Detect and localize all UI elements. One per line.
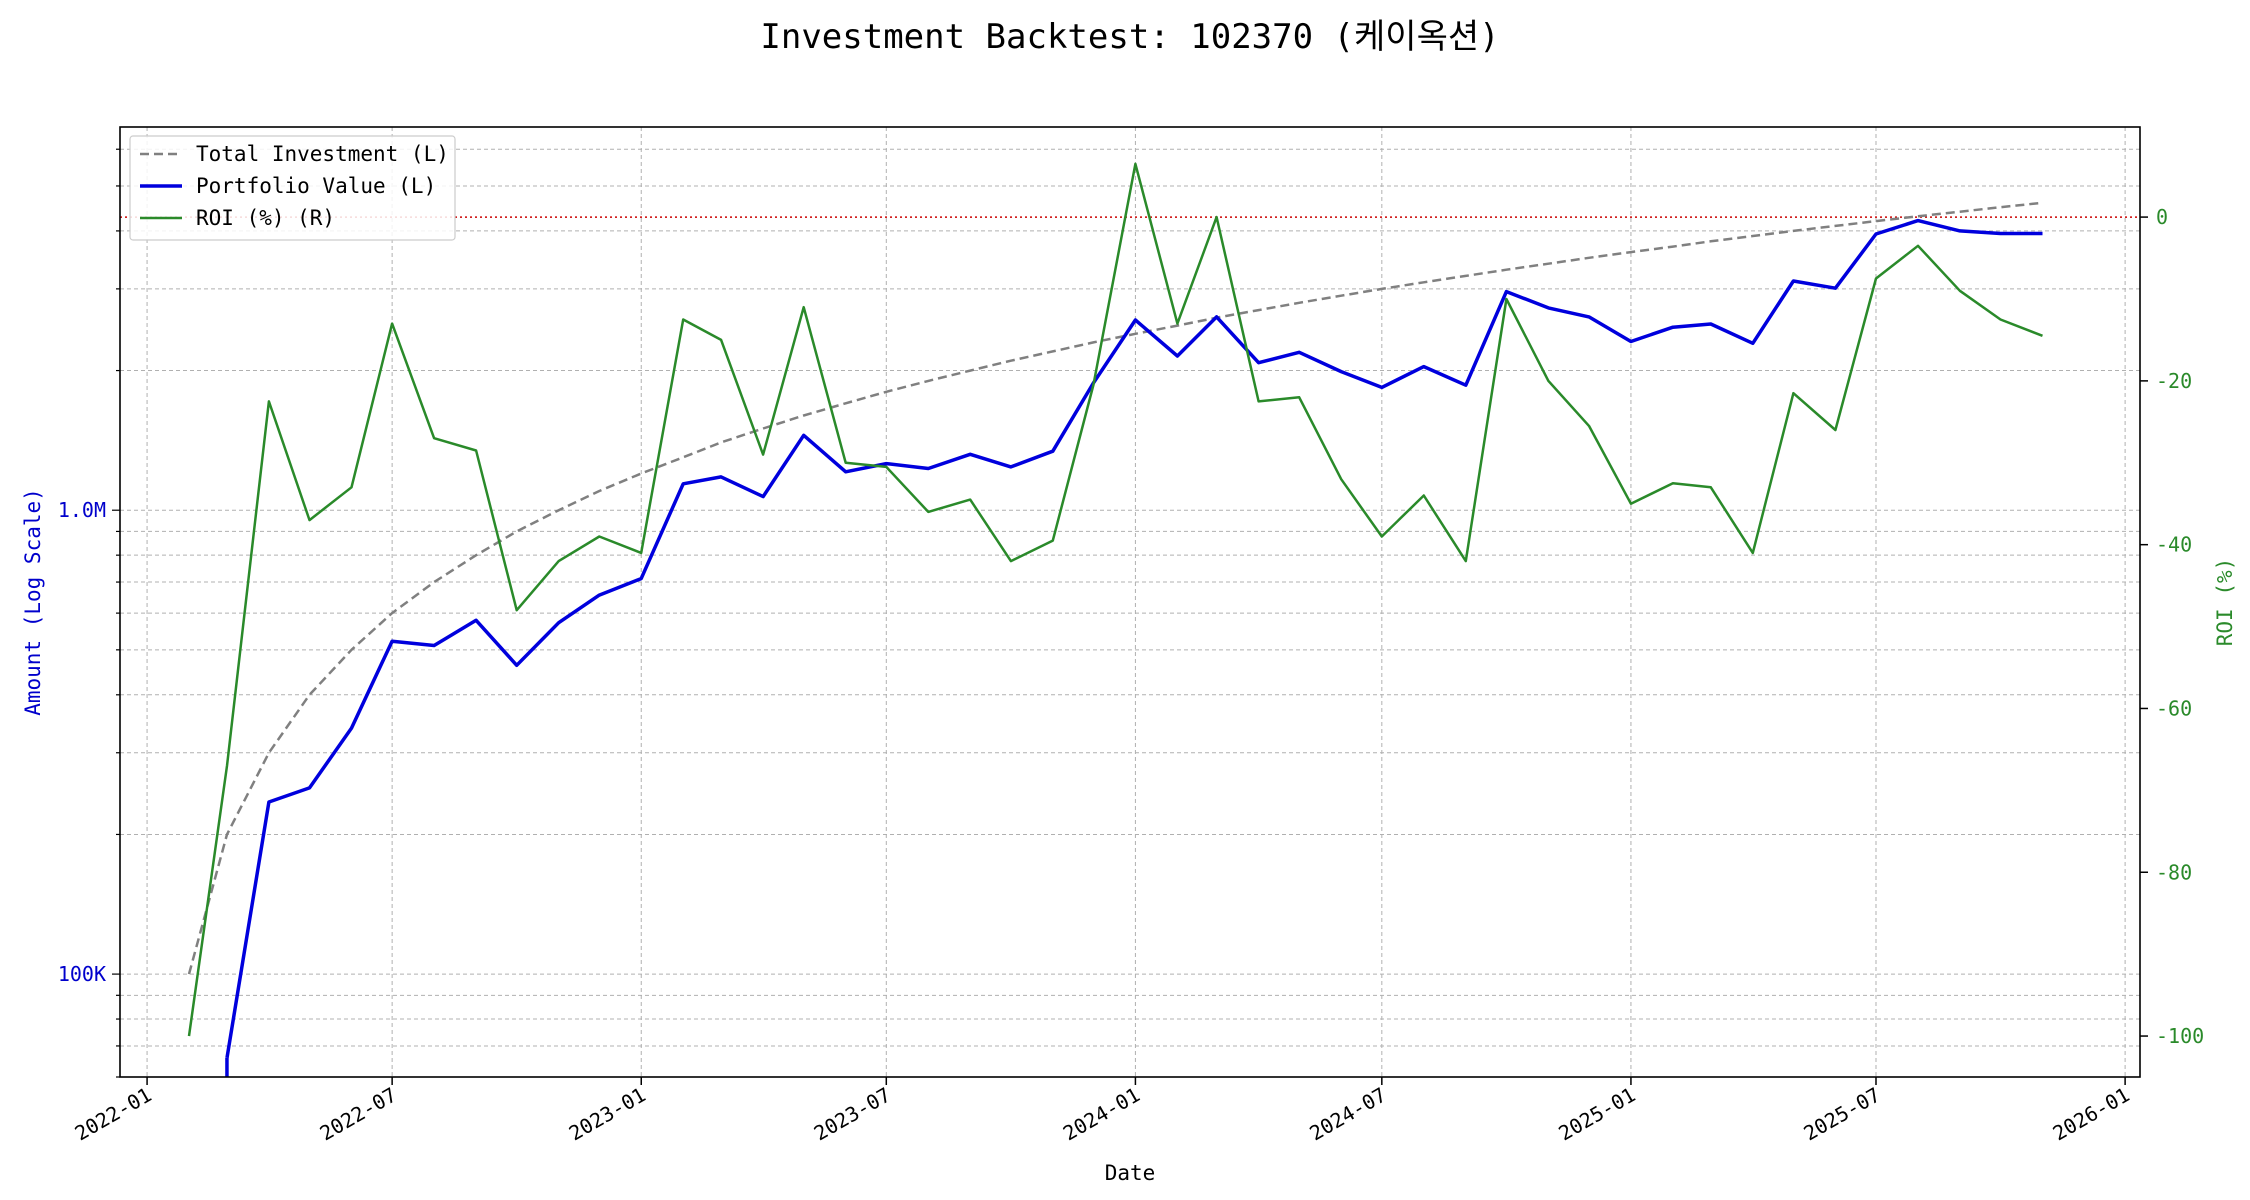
right-tick-label: 0	[2156, 205, 2168, 229]
x-axis: 2022-01 2022-07 2023-01 2023-07 2024-01 2024-…	[71, 1077, 2134, 1145]
x-axis-label: Date	[1105, 1161, 1156, 1185]
x-tick-label: 2023-01	[565, 1083, 650, 1146]
legend-label-roi: ROI (%) (R)	[196, 206, 335, 230]
chart-title: Investment Backtest: 102370 (케이옥션)	[760, 17, 1499, 57]
x-tick-label: 2022-07	[316, 1083, 401, 1146]
right-axis: 0 -20 -40 -60 -80 -100	[2140, 205, 2204, 1048]
right-tick-label: -40	[2156, 533, 2192, 557]
portfolio-value-line	[225, 218, 2043, 1059]
right-tick-label: -80	[2156, 860, 2192, 884]
right-tick-label: -60	[2156, 696, 2192, 720]
legend: Total Investment (L) Portfolio Value (L)…	[129, 135, 456, 241]
left-tick-label: 100K	[58, 962, 106, 986]
legend-label-portfolio: Portfolio Value (L)	[196, 174, 436, 198]
right-tick-label: -20	[2156, 369, 2192, 393]
left-axis: 1.0M 100K	[58, 148, 120, 1078]
left-tick-label: 1.0M	[58, 498, 106, 522]
x-tick-label: 2023-07	[810, 1083, 895, 1146]
total-investment-line	[187, 201, 2043, 975]
x-tick-label: 2024-07	[1305, 1083, 1390, 1146]
legend-label-total: Total Investment (L)	[196, 142, 449, 166]
right-tick-label: -100	[2156, 1024, 2204, 1048]
plot-frame	[119, 126, 2141, 1078]
x-tick-label: 2024-01	[1059, 1083, 1144, 1146]
plot-lines	[120, 162, 2140, 1077]
x-tick-label: 2026-01	[2049, 1083, 2134, 1146]
left-axis-label: Amount (Log Scale)	[21, 488, 45, 716]
legend-box	[129, 135, 456, 241]
x-tick-label: 2022-01	[71, 1083, 156, 1146]
right-axis-label: ROI (%)	[2213, 558, 2237, 647]
roi-line	[187, 162, 2043, 1037]
x-tick-label: 2025-01	[1554, 1083, 1639, 1146]
grid	[120, 127, 2140, 1078]
x-tick-label: 2025-07	[1799, 1083, 1884, 1146]
